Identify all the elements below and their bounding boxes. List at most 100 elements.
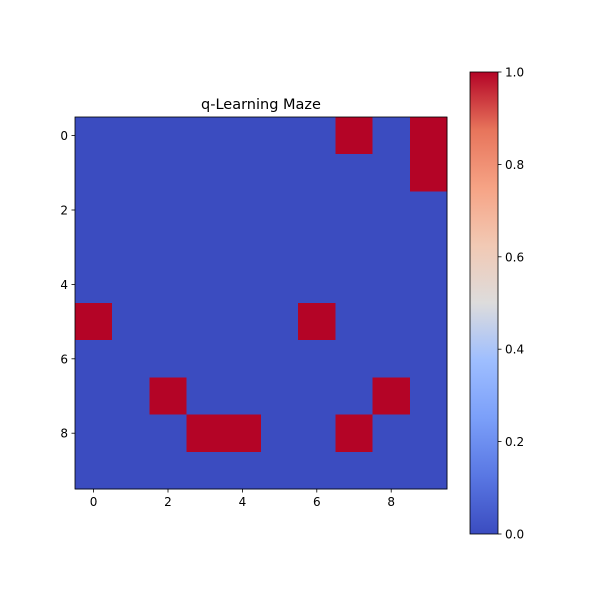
heatmap-cell-r2-c2 — [149, 191, 187, 229]
colorbar: 0.0 0.2 0.4 0.6 0.8 1.0 — [469, 66, 524, 542]
heatmap-cell-r1-c4 — [223, 154, 262, 192]
heatmap-cell-r5-c4 — [223, 303, 262, 341]
y-tick-label: 2 — [60, 204, 68, 218]
colorbar-tick-label: 0.6 — [505, 250, 524, 264]
colorbar-tick-label: 1.0 — [505, 66, 524, 80]
heatmap-cell-r0-c0 — [75, 117, 113, 155]
heatmap-cell-r3-c9 — [409, 228, 448, 267]
heatmap-cell-r5-c1 — [112, 303, 150, 341]
heatmap-cell-r5-c8 — [372, 303, 411, 341]
heatmap-cell-r6-c1 — [112, 340, 150, 378]
heatmap-cell-r1-c6 — [298, 154, 336, 192]
x-tick-label: 8 — [387, 495, 395, 509]
heatmap-cell-r2-c8 — [372, 191, 411, 229]
heatmap-cell-r4-c5 — [261, 265, 299, 304]
colorbar-tick-label: 0.2 — [505, 435, 524, 449]
heatmap-cell-r8-c1 — [112, 414, 150, 453]
heatmap-cell-r4-c8 — [372, 265, 411, 304]
colorbar-tick-label: 0.8 — [505, 158, 524, 172]
heatmap-cell-r3-c5 — [261, 228, 299, 267]
heatmap-cell-r6-c8 — [372, 340, 411, 378]
heatmap-cell-r6-c3 — [186, 340, 225, 378]
heatmap-cell-r6-c5 — [261, 340, 299, 378]
heatmap-cell-r4-c2 — [149, 265, 187, 304]
heatmap-cell-r3-c3 — [186, 228, 225, 267]
heatmap-cell-r2-c7 — [335, 191, 373, 229]
heatmap-cell-r6-c2 — [149, 340, 187, 378]
heatmap-cell-r4-c4 — [223, 265, 262, 304]
heatmap-cell-r3-c2 — [149, 228, 187, 267]
heatmap-cell-r9-c9 — [409, 451, 448, 490]
heatmap-cell-r0-c3 — [186, 117, 225, 155]
y-tick-label: 4 — [60, 278, 68, 292]
heatmap-cell-r9-c0 — [75, 451, 113, 490]
heatmap-cell-r7-c9 — [409, 377, 448, 415]
colorbar-tick-label: 0.4 — [505, 343, 524, 357]
heatmap-cell-r2-c6 — [298, 191, 336, 229]
x-tick-label: 2 — [164, 495, 172, 509]
heatmap-cell-r2-c3 — [186, 191, 225, 229]
heatmap-cell-r9-c7 — [335, 451, 373, 490]
heatmap-cell-r9-c2 — [149, 451, 187, 490]
heatmap-cell-r0-c4 — [223, 117, 262, 155]
heatmap-cell-r8-c8 — [372, 414, 411, 453]
heatmap-cell-r1-c1 — [112, 154, 150, 192]
heatmap-cell-r4-c9 — [409, 265, 448, 304]
heatmap-cells — [75, 117, 448, 490]
heatmap-cell-r2-c0 — [75, 191, 113, 229]
heatmap-cell-r8-c5 — [261, 414, 299, 453]
heatmap-cell-r2-c9 — [409, 191, 448, 229]
heatmap-cell-r0-c8 — [372, 117, 411, 155]
heatmap-cell-r7-c2 — [149, 377, 187, 415]
heatmap-cell-r9-c5 — [261, 451, 299, 490]
heatmap-cell-r1-c5 — [261, 154, 299, 192]
heatmap-cell-r9-c1 — [112, 451, 150, 490]
heatmap-cell-r4-c0 — [75, 265, 113, 304]
heatmap-cell-r3-c4 — [223, 228, 262, 267]
axes: 0 2 4 6 8 0 2 4 6 8 — [60, 116, 448, 509]
heatmap-cell-r8-c2 — [149, 414, 187, 453]
heatmap-cell-r6-c4 — [223, 340, 262, 378]
heatmap-cell-r4-c6 — [298, 265, 336, 304]
chart-title: q-Learning Maze — [201, 97, 321, 113]
heatmap-cell-r4-c7 — [335, 265, 373, 304]
heatmap-cell-r1-c0 — [75, 154, 113, 192]
colorbar-tick-label: 0.0 — [505, 528, 524, 542]
heatmap-cell-r0-c6 — [298, 117, 336, 155]
heatmap-cell-r9-c4 — [223, 451, 262, 490]
heatmap-cell-r3-c7 — [335, 228, 373, 267]
heatmap-cell-r9-c3 — [186, 451, 225, 490]
heatmap-cell-r0-c7 — [335, 117, 373, 155]
heatmap-cell-r0-c2 — [149, 117, 187, 155]
y-tick-label: 6 — [60, 352, 68, 366]
heatmap-cell-r5-c2 — [149, 303, 187, 341]
heatmap-cell-r3-c6 — [298, 228, 336, 267]
heatmap-cell-r0-c5 — [261, 117, 299, 155]
heatmap-cell-r1-c9 — [409, 154, 448, 192]
heatmap-cell-r9-c6 — [298, 451, 336, 490]
heatmap-cell-r5-c7 — [335, 303, 373, 341]
heatmap-cell-r8-c4 — [223, 414, 262, 453]
heatmap-cell-r8-c0 — [75, 414, 113, 453]
heatmap-cell-r7-c1 — [112, 377, 150, 415]
heatmap-cell-r7-c8 — [372, 377, 411, 415]
heatmap-cell-r8-c7 — [335, 414, 373, 453]
heatmap-cell-r6-c9 — [409, 340, 448, 378]
heatmap-cell-r3-c8 — [372, 228, 411, 267]
x-tick-label: 4 — [239, 495, 247, 509]
x-tick-label: 6 — [313, 495, 321, 509]
heatmap-cell-r7-c0 — [75, 377, 113, 415]
heatmap-cell-r5-c0 — [75, 303, 113, 341]
heatmap-cell-r8-c9 — [409, 414, 448, 453]
heatmap-cell-r3-c0 — [75, 228, 113, 267]
heatmap-cell-r6-c0 — [75, 340, 113, 378]
colorbar-frame — [469, 71, 499, 535]
heatmap-cell-r5-c6 — [298, 303, 336, 341]
heatmap-cell-r5-c9 — [409, 303, 448, 341]
heatmap-cell-r1-c7 — [335, 154, 373, 192]
heatmap-cell-r1-c2 — [149, 154, 187, 192]
heatmap-cell-r7-c4 — [223, 377, 262, 415]
heatmap-cell-r8-c6 — [298, 414, 336, 453]
